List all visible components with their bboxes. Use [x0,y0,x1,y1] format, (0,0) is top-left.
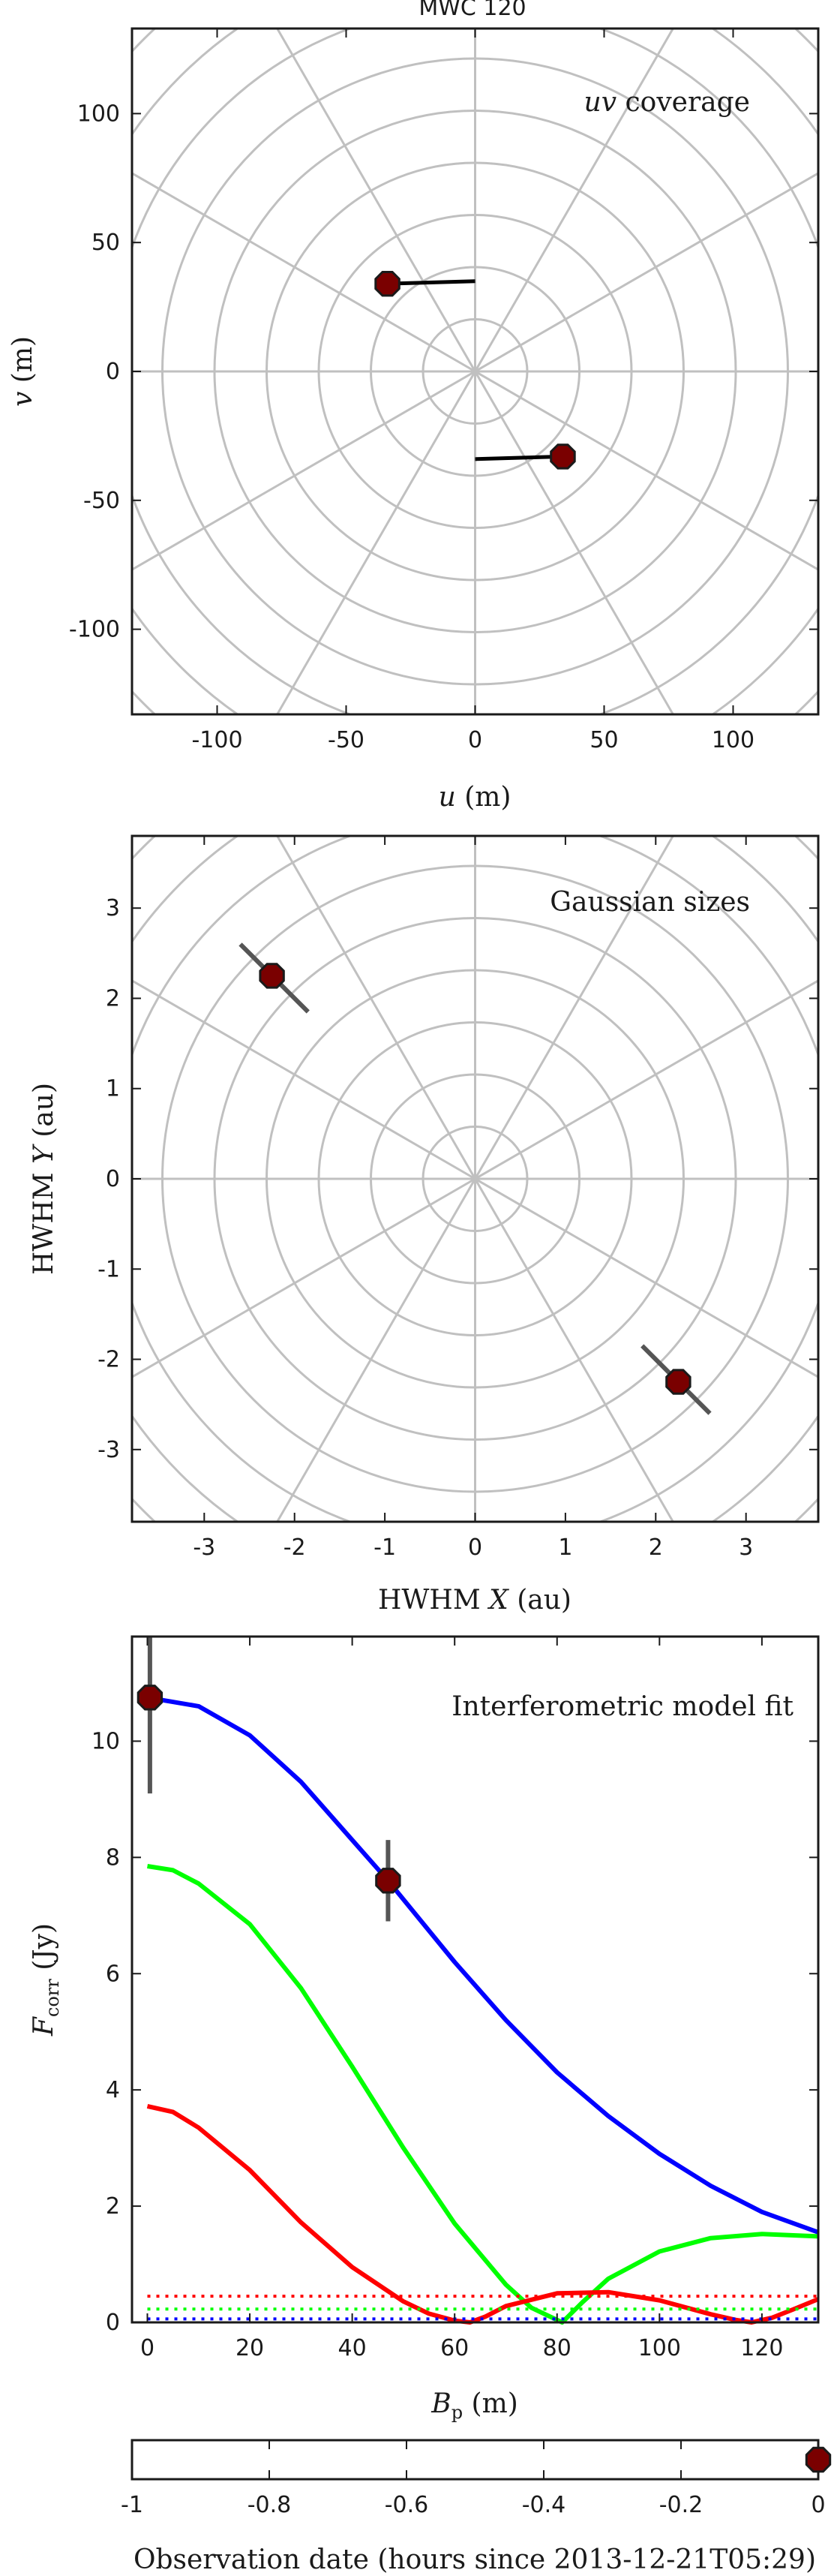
uv-grid-circle [132,29,818,714]
uv-xtick-label: 0 [468,727,482,753]
sizes-points [238,942,712,1415]
sizes-ytick-label: -3 [98,1437,120,1463]
sizes-point [259,963,285,989]
uv-ytick-label: 0 [106,359,120,385]
fit-xtick-label: 60 [440,2335,469,2361]
uv-xtick-label: -50 [328,727,364,753]
fit-point [375,1868,401,1894]
fit-series-line-0 [146,1695,820,2235]
fit-series-line-1 [147,1864,819,2325]
time-xtick-label: -0.4 [522,2492,566,2518]
sizes-xtick-label: 0 [468,1534,482,1561]
time-panel: -1 -0.8 -0.6 -0.4 -0.2 0 Observation date (ho… [121,2439,832,2575]
sizes-ytick-label: 3 [106,895,120,921]
sizes-ytick-label: -1 [98,1256,120,1282]
uv-ylabel: v (m) [8,336,38,407]
sizes-xtick-label: 1 [558,1534,572,1561]
fit-lines [146,1695,820,2325]
uv-ytick-label: -100 [69,617,120,643]
time-axes-box [130,2439,820,2481]
fit-ytick-label: 6 [106,1961,120,1987]
sizes-title: Gaussian sizes [550,887,750,918]
fit-xlabel: Bp (m) [430,2388,518,2423]
time-xtick-label: -0.8 [248,2492,292,2518]
uv-polar-grid [0,0,834,893]
fit-xtick-label: 100 [638,2335,681,2361]
fit-ytick-label: 10 [92,1728,120,1754]
uv-point [374,271,400,297]
uv-grid-lines [0,0,834,893]
sizes-grid-spoke [132,979,818,1378]
uv-grid-spoke [275,29,675,714]
fit-ytick-label: 4 [106,2077,120,2103]
fit-axes-box [130,1635,820,2324]
figure-title: MWC 120 [418,0,526,21]
uv-xlabel: u (m) [439,782,512,813]
time-xtick-label: -1 [121,2492,143,2518]
sizes-ytick-label: 0 [106,1166,120,1192]
sizes-ylabel: HWHM Y (au) [28,1083,59,1275]
fit-xtick-label: 120 [740,2335,783,2361]
fit-xtick-label: 0 [140,2335,154,2361]
uv-ytick-label: 100 [77,101,120,127]
gaussian-sizes-panel: -3 -2 -1 0 1 2 3 -3 -2 -1 0 1 2 3 Gaussian sizes HWHM… [28,834,820,1616]
model-fit-panel: 0 20 40 60 80 100 120 0 2 4 6 8 10 Interferometric m… [28,1635,820,2423]
uv-ytick-label: -50 [83,488,120,514]
uv-track-line [387,279,476,286]
sizes-xtick-label: -3 [193,1534,215,1561]
uv-title: uv coverage [584,87,750,118]
fit-ytick-label: 0 [106,2310,120,2336]
time-xtick-label: 0 [811,2492,825,2518]
uv-grid-circle [0,0,834,893]
sizes-xtick-label: -2 [284,1534,306,1561]
uv-point [550,443,576,470]
uv-xtick-label: 50 [590,727,618,753]
fit-ylabel: Fcorr (Jy) [28,1923,63,2036]
fit-points [136,1637,401,1922]
uv-points [374,271,576,470]
sizes-point [665,1369,692,1395]
fit-xtick-label: 20 [236,2335,264,2361]
time-ticks: -1 -0.8 -0.6 -0.4 -0.2 0 [121,2440,826,2518]
uv-ytick-label: 50 [92,230,120,256]
sizes-xtick-label: -1 [374,1534,396,1561]
sizes-ytick-label: -2 [98,1347,120,1373]
sizes-ytick-label: 2 [106,985,120,1011]
sizes-xtick-label: 2 [649,1534,663,1561]
sizes-xlabel: HWHM X (au) [378,1585,572,1616]
uv-grid-spoke [132,172,818,571]
uv-tracks [387,279,563,461]
uv-xtick-label: 100 [712,727,754,753]
sizes-grid-lines [132,836,818,1522]
time-xlabel: Observation date (hours since 2013-12-21… [134,2544,816,2575]
uv-xtick-label: -100 [191,727,242,753]
uv-coverage-panel: -100 -50 0 50 100 -100 -50 0 50 100 uv coverage u… [0,0,834,893]
fit-ticks: 0 20 40 60 80 100 120 0 2 4 6 8 10 [92,1637,818,2361]
uv-grid-spoke [275,29,675,714]
time-point [805,2446,832,2473]
time-xtick-label: -0.6 [385,2492,429,2518]
time-xtick-label: -0.2 [659,2492,704,2518]
uv-ticks: -100 -50 0 50 100 -100 -50 0 50 100 [69,29,818,753]
sizes-ticks: -3 -2 -1 0 1 2 3 -3 -2 -1 0 1 2 3 [98,836,818,1561]
fit-title: Interferometric model fit [452,1691,794,1722]
fit-point [136,1685,164,1711]
fit-xtick-label: 80 [543,2335,572,2361]
sizes-ytick-label: 1 [106,1076,120,1102]
time-points [805,2446,832,2473]
fit-series-line-2 [146,2103,820,2325]
fit-ytick-label: 2 [106,2193,120,2220]
fit-ytick-label: 8 [106,1844,120,1871]
fit-xtick-label: 40 [338,2335,367,2361]
sizes-xtick-label: 3 [739,1534,753,1561]
sizes-polar-grid [132,836,818,1522]
uv-track-line [475,454,563,461]
